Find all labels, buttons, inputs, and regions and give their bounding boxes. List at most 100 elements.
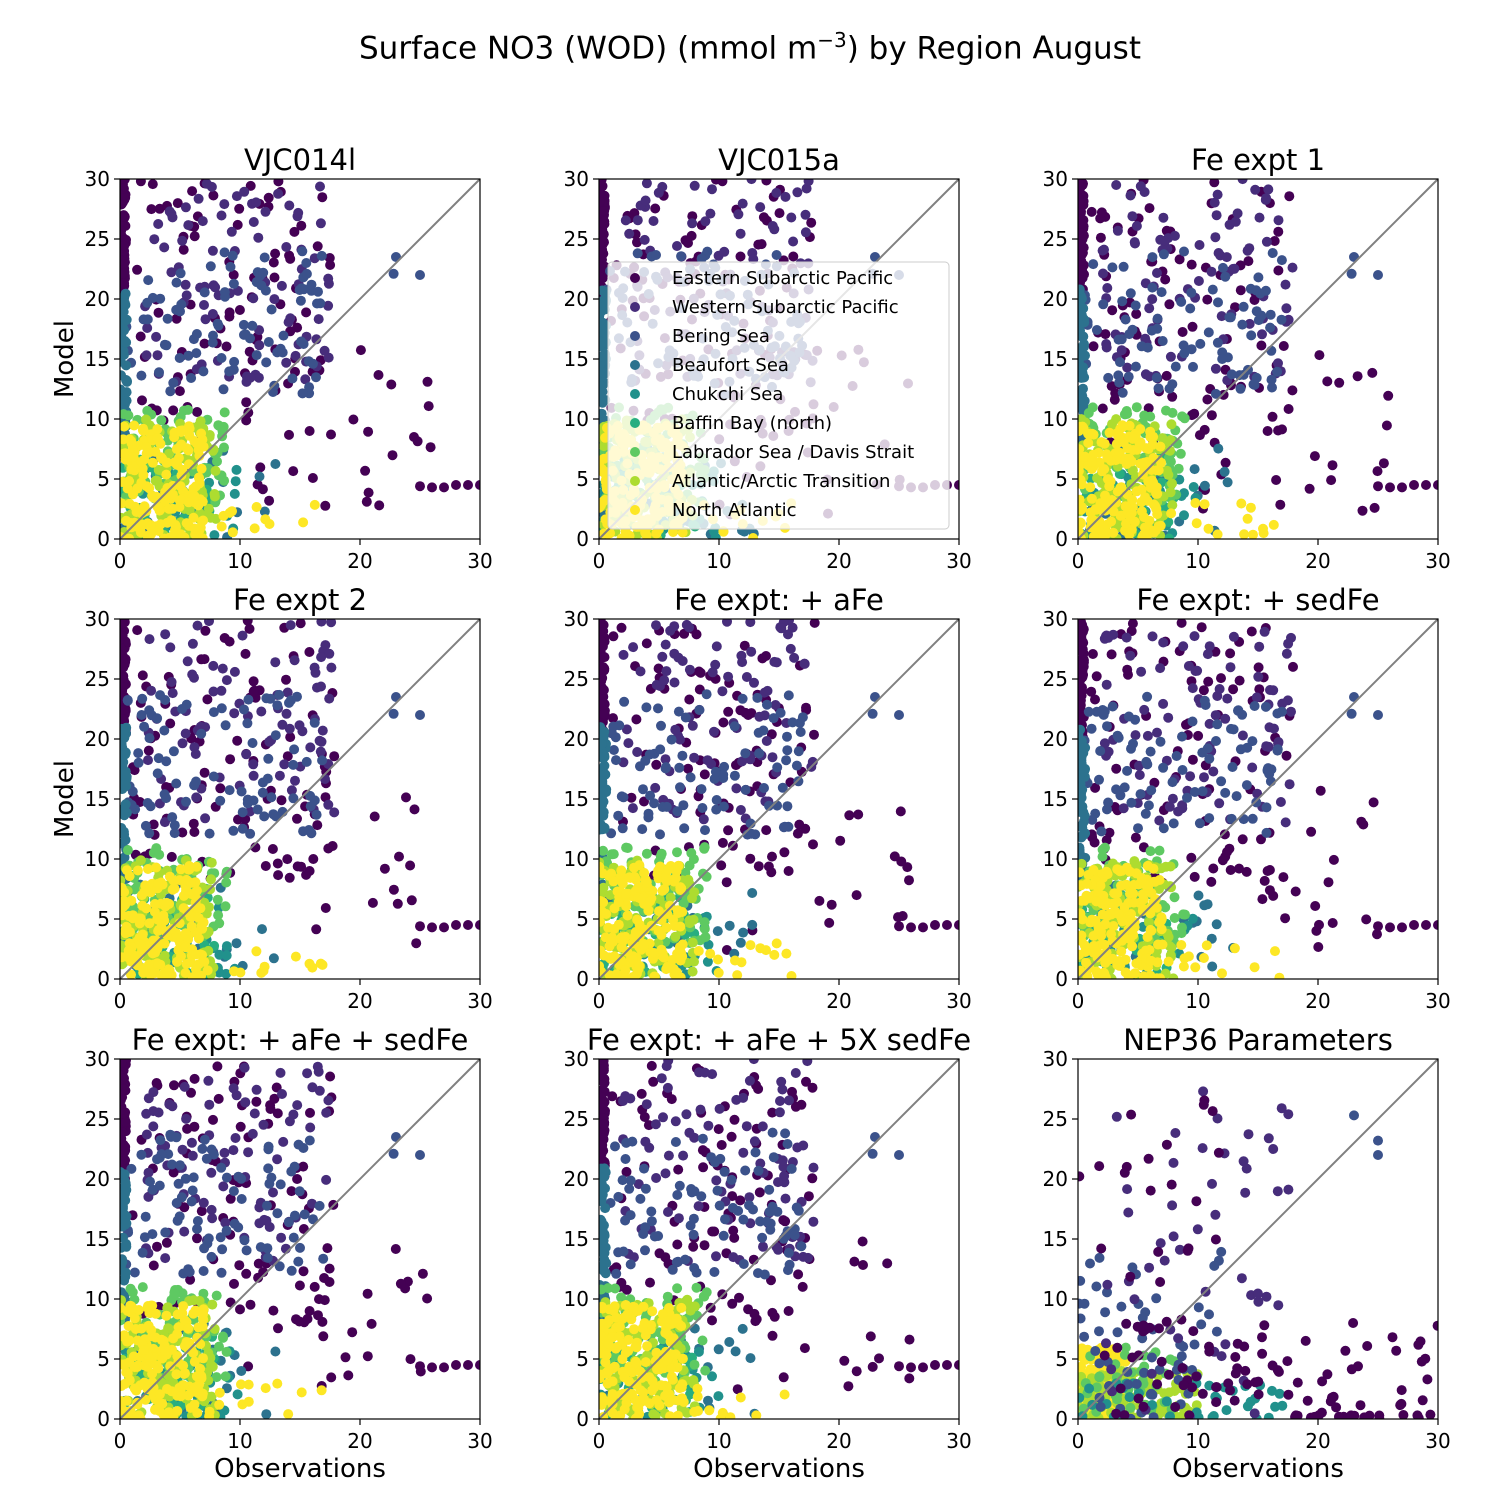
scatter-point	[145, 733, 155, 743]
scatter-point	[679, 823, 689, 833]
scatter-point	[1204, 524, 1214, 534]
scatter-point	[386, 380, 396, 390]
scatter-point	[226, 262, 236, 272]
scatter-point	[617, 791, 627, 801]
scatter-point	[1077, 672, 1087, 682]
scatter-point	[1127, 211, 1137, 221]
scatter-point	[595, 917, 605, 927]
scatter-point	[193, 621, 203, 631]
panel-title: Fe expt 1	[1191, 143, 1325, 177]
scatter-point	[172, 444, 182, 454]
scatter-point	[1285, 779, 1295, 789]
scatter-point	[1383, 391, 1393, 401]
scatter-point	[796, 727, 806, 737]
scatter-point	[1273, 227, 1283, 237]
scatter-point	[1222, 694, 1232, 704]
scatter-point	[1253, 272, 1263, 282]
scatter-point	[1207, 267, 1217, 277]
scatter-point	[238, 631, 248, 641]
scatter-point	[122, 865, 132, 875]
scatter-point	[232, 736, 242, 746]
scatter-point	[142, 350, 152, 360]
scatter-point	[1158, 699, 1168, 709]
scatter-point	[423, 377, 433, 387]
scatter-point	[1153, 314, 1163, 324]
legend-label: Chukchi Sea	[672, 384, 783, 405]
scatter-point	[241, 749, 251, 759]
scatter-point	[243, 798, 253, 808]
scatter-point	[1096, 233, 1106, 243]
scatter-point	[1125, 651, 1135, 661]
scatter-point	[137, 457, 147, 467]
scatter-point	[781, 755, 791, 765]
scatter-point	[1185, 304, 1195, 314]
scatter-point	[1370, 503, 1380, 513]
scatter-point	[894, 921, 904, 931]
scatter-point	[1267, 383, 1277, 393]
scatter-point	[265, 694, 275, 704]
scatter-point	[1235, 676, 1245, 686]
scatter-point	[694, 705, 704, 715]
scatter-point	[685, 918, 695, 928]
scatter-point	[1121, 501, 1131, 511]
scatter-point	[1226, 865, 1236, 875]
scatter-point	[642, 849, 652, 859]
scatter-point	[633, 248, 643, 258]
y-tick-label: 5	[576, 467, 589, 491]
scatter-point	[401, 792, 411, 802]
scatter-point	[1254, 662, 1264, 672]
scatter-point	[144, 918, 154, 928]
scatter-point	[738, 928, 748, 938]
scatter-point	[302, 269, 312, 279]
scatter-point	[323, 274, 333, 284]
scatter-point	[124, 946, 134, 956]
scatter-point	[672, 806, 682, 816]
scatter-point	[794, 820, 804, 830]
x-tick-label: 30	[946, 989, 971, 1013]
scatter-point	[320, 501, 330, 511]
scatter-point	[1113, 226, 1123, 236]
scatter-point	[1281, 303, 1291, 313]
scatter-point	[1157, 287, 1167, 297]
y-tick-label: 0	[97, 967, 110, 991]
scatter-point	[1284, 404, 1294, 414]
legend-label: Bering Sea	[672, 326, 770, 347]
scatter-point	[735, 705, 745, 715]
scatter-point	[225, 785, 235, 795]
y-tick-label: 30	[85, 167, 110, 191]
scatter-point	[227, 506, 237, 516]
scatter-point	[801, 703, 811, 713]
scatter-point	[116, 823, 126, 833]
panel-title: VJC014l	[244, 143, 356, 177]
scatter-point	[317, 755, 327, 765]
scatter-point	[1243, 514, 1253, 524]
scatter-point	[736, 805, 746, 815]
scatter-point	[719, 247, 729, 257]
scatter-point	[132, 625, 142, 635]
scatter-point	[788, 717, 798, 727]
scatter-point	[308, 359, 318, 369]
scatter-point	[188, 639, 198, 649]
scatter-point	[723, 707, 733, 717]
scatter-point	[204, 616, 214, 626]
scatter-point	[1263, 426, 1273, 436]
scatter-point	[1220, 272, 1230, 282]
x-tick-label: 0	[1072, 549, 1085, 573]
scatter-point	[1262, 828, 1272, 838]
scatter-point	[1155, 663, 1165, 673]
scatter-point	[192, 329, 202, 339]
scatter-point	[284, 201, 294, 211]
scatter-point	[1167, 379, 1177, 389]
scatter-point	[1277, 315, 1287, 325]
scatter-point	[316, 682, 326, 692]
scatter-point	[160, 951, 170, 961]
scatter-point	[197, 464, 207, 474]
scatter-point	[1143, 731, 1153, 741]
legend-label: Western Subarctic Pacific	[672, 297, 899, 318]
y-tick-label: 5	[1055, 467, 1068, 491]
scatter-point	[644, 809, 654, 819]
y-tick-label: 30	[1043, 167, 1068, 191]
scatter-point	[702, 689, 712, 699]
